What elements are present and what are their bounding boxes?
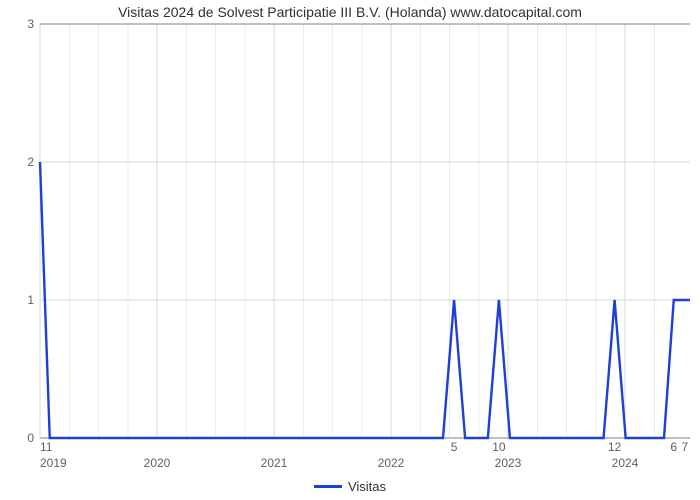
point-label: 10 <box>492 440 505 454</box>
x-tick-label: 2021 <box>261 456 288 470</box>
y-tick-label: 3 <box>27 17 34 31</box>
x-tick-label: 2024 <box>612 456 639 470</box>
y-tick-label: 1 <box>27 293 34 307</box>
plot-area <box>40 24 690 438</box>
point-label: 11 <box>40 440 52 454</box>
y-tick-label: 0 <box>27 431 34 445</box>
x-tick-label: 2023 <box>495 456 522 470</box>
x-tick-label: 2019 <box>40 456 67 470</box>
point-label: 7 <box>681 440 688 454</box>
x-tick-label: 2020 <box>144 456 171 470</box>
legend: Visitas <box>0 479 700 494</box>
point-label: 6 <box>670 440 677 454</box>
legend-swatch <box>314 485 342 488</box>
point-label: 12 <box>608 440 621 454</box>
x-tick-label: 2022 <box>378 456 405 470</box>
chart-svg <box>40 24 690 438</box>
y-tick-label: 2 <box>27 155 34 169</box>
chart-title: Visitas 2024 de Solvest Participatie III… <box>0 4 700 20</box>
legend-label: Visitas <box>348 479 386 494</box>
point-label: 5 <box>451 440 458 454</box>
